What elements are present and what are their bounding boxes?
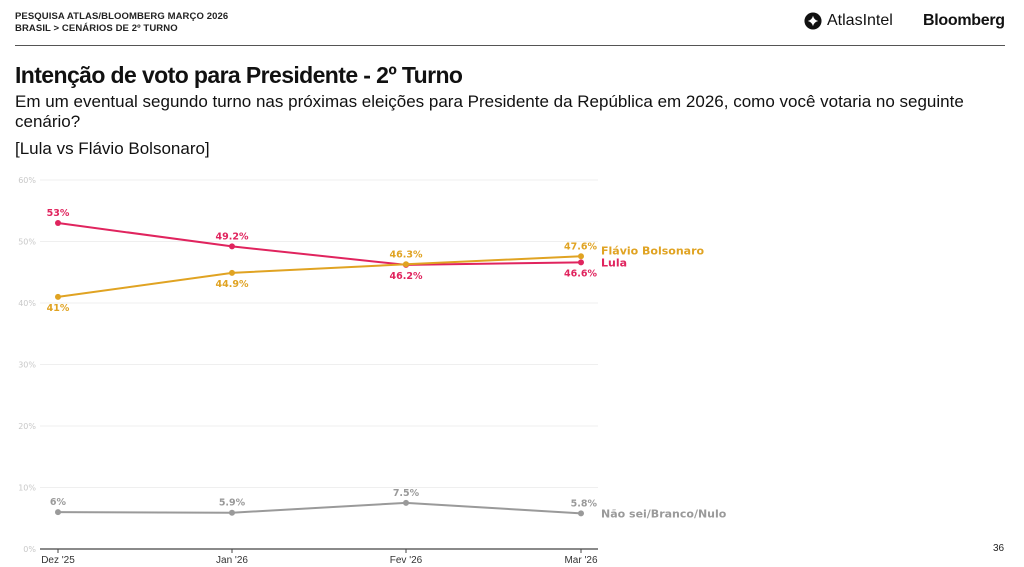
data-point [578,510,584,517]
y-axis-ticks: 0% 10% 20% 30% 40% 50% 60% [18,176,36,554]
series-line-lula [57,222,582,266]
gridlines [40,179,598,488]
y-tick-label: 0% [23,545,36,554]
y-tick-label: 50% [18,238,36,247]
report-header-line2: BRASIL > CENÁRIOS DE 2º TURNO [15,23,178,34]
page-title: Intenção de voto para Presidente - 2º Tu… [15,62,463,88]
x-tick-label: Mar '26 [564,555,597,566]
data-label: 46.3% [390,249,423,260]
series-nulo: 6% 5.9% 7.5% 5.8%Não sei/Branco/Nulo [50,488,727,520]
series-name-label: Não sei/Branco/Nulo [601,507,727,520]
x-tick-label: Jan '26 [216,555,248,566]
header-divider [15,45,1005,46]
data-label: 5.9% [219,498,246,509]
y-tick-label: 60% [18,176,36,185]
data-point [55,293,61,300]
data-point [229,509,235,516]
data-label: 5.8% [571,498,598,509]
data-point [403,261,409,268]
atlasintel-brand: AtlasIntel [804,12,893,30]
data-label: 53% [47,208,70,219]
data-label: 47.6% [564,241,597,252]
atlasintel-wordmark: AtlasIntel [827,12,893,29]
series-lula: 53% 49.2% 46.2% 46.6% Lula [47,208,627,282]
series-line-flavio [57,255,582,298]
report-header: PESQUISA ATLAS/BLOOMBERG MARÇO 2026 BRAS… [15,11,228,35]
series-name-label: Lula [601,256,627,269]
data-point [403,499,409,506]
data-point [578,259,584,266]
data-label: 7.5% [393,488,420,499]
y-tick-label: 20% [18,422,36,431]
data-label: 49.2% [216,231,249,242]
report-header-line1: PESQUISA ATLAS/BLOOMBERG MARÇO 2026 [15,11,229,22]
y-tick-label: 40% [18,299,36,308]
x-tick-label: Fev '26 [390,555,423,566]
y-tick-label: 10% [18,484,36,493]
scenario-label: [Lula vs Flávio Bolsonaro] [15,139,210,158]
data-label: 6% [50,497,67,508]
bloomberg-wordmark: Bloomberg [923,12,1005,29]
data-point [229,269,235,276]
series-name-label: Flávio Bolsonaro [601,244,705,257]
data-point [55,509,61,516]
data-point [55,220,61,227]
data-label: 44.9% [216,279,249,290]
series-line-nulo [57,501,582,515]
series: 53% 49.2% 46.2% 46.6% Lula 41% 44.9% 46.3% 47.6%… [47,208,727,520]
data-label: 46.2% [390,271,423,282]
x-axis-ticks: Dez '25 Jan '26 Fev '26 Mar '26 [41,549,598,566]
question-text: Em um eventual segundo turno nas próxima… [15,92,964,131]
page-number: 36 [993,543,1005,554]
data-label: 46.6% [564,268,597,279]
x-tick-label: Dez '25 [41,555,75,566]
y-tick-label: 30% [18,361,36,370]
data-point [578,253,584,260]
series-flavio: 41% 44.9% 46.3% 47.6% Flávio Bolsonaro [47,241,705,314]
data-label: 41% [47,303,70,314]
data-point [229,243,235,250]
atlasintel-logo-icon [804,12,822,30]
